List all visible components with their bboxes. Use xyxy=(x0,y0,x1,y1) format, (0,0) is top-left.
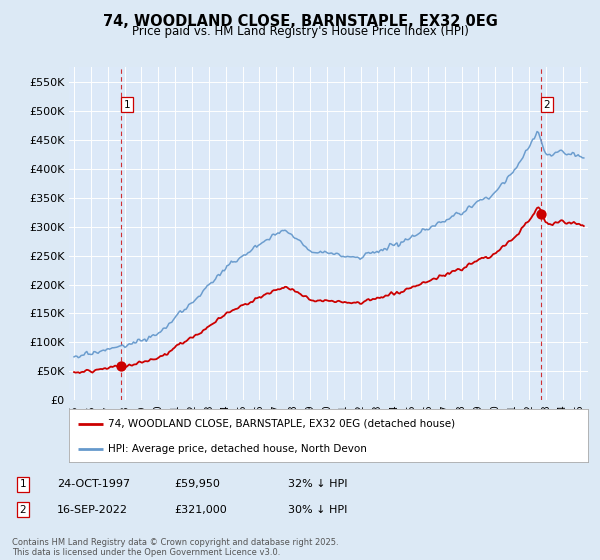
Text: Contains HM Land Registry data © Crown copyright and database right 2025.
This d: Contains HM Land Registry data © Crown c… xyxy=(12,538,338,557)
Text: 30% ↓ HPI: 30% ↓ HPI xyxy=(288,505,347,515)
Text: 24-OCT-1997: 24-OCT-1997 xyxy=(57,479,130,489)
Text: 1: 1 xyxy=(19,479,26,489)
Text: 2: 2 xyxy=(544,100,550,110)
Text: 32% ↓ HPI: 32% ↓ HPI xyxy=(288,479,347,489)
Text: 74, WOODLAND CLOSE, BARNSTAPLE, EX32 0EG: 74, WOODLAND CLOSE, BARNSTAPLE, EX32 0EG xyxy=(103,14,497,29)
Text: 1: 1 xyxy=(124,100,131,110)
Text: 2: 2 xyxy=(19,505,26,515)
Point xyxy=(536,210,546,219)
Text: £321,000: £321,000 xyxy=(174,505,227,515)
Text: Price paid vs. HM Land Registry's House Price Index (HPI): Price paid vs. HM Land Registry's House … xyxy=(131,25,469,38)
Text: £59,950: £59,950 xyxy=(174,479,220,489)
Text: 74, WOODLAND CLOSE, BARNSTAPLE, EX32 0EG (detached house): 74, WOODLAND CLOSE, BARNSTAPLE, EX32 0EG… xyxy=(108,419,455,429)
Point xyxy=(116,361,126,370)
Text: HPI: Average price, detached house, North Devon: HPI: Average price, detached house, Nort… xyxy=(108,444,367,454)
Text: 16-SEP-2022: 16-SEP-2022 xyxy=(57,505,128,515)
